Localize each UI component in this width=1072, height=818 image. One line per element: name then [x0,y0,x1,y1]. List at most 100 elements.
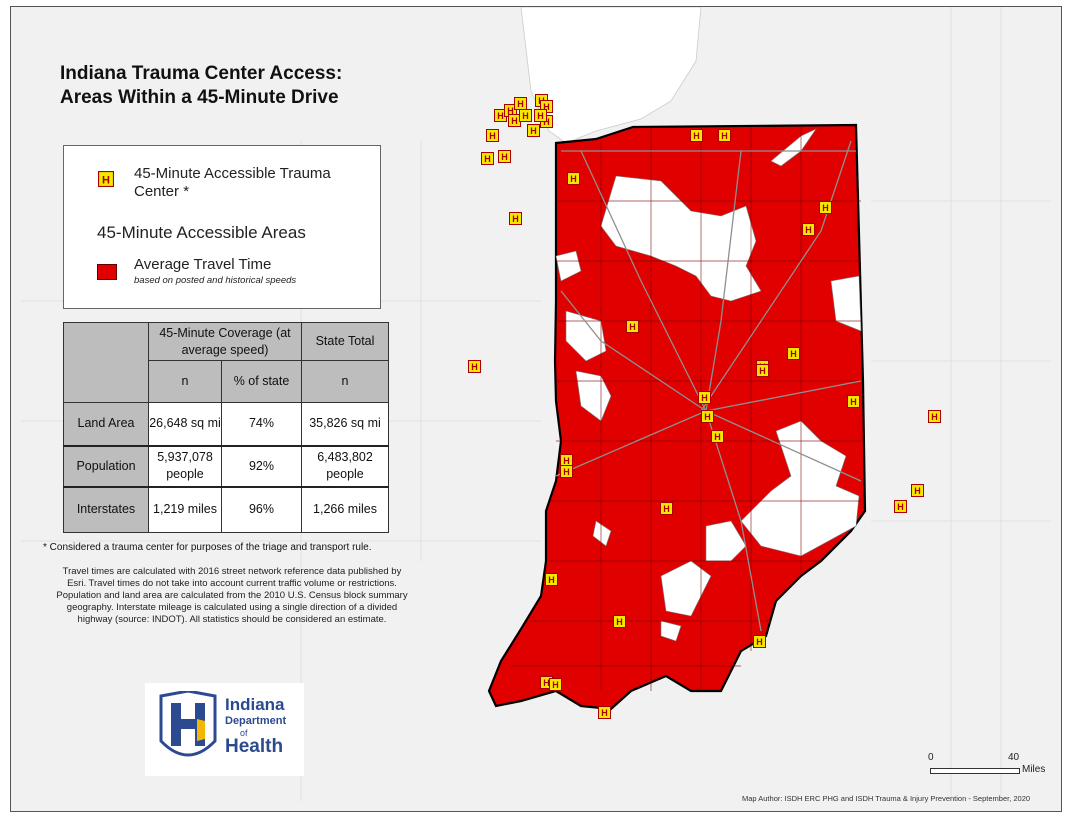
trauma-center-icon: H [718,129,731,142]
svg-text:H: H [507,106,514,116]
row-n: 26,648 sq mi [148,402,222,447]
svg-text:H: H [489,131,496,141]
svg-text:H: H [471,362,478,372]
trauma-center-icon: H [698,391,711,404]
svg-text:H: H [601,708,608,718]
svg-text:H: H [552,680,559,690]
trauma-center-icon: H [613,615,626,628]
col-coverage: 45-Minute Coverage (at average speed) [148,322,302,361]
trauma-center-icon: H [894,500,907,513]
row-pct: 74% [221,402,302,447]
trauma-center-icon: H [819,201,832,214]
indiana-map [21,7,1051,801]
row-n: 1,219 miles [148,486,222,533]
svg-text:H: H [721,131,728,141]
logo-line-4: Health [225,736,284,757]
legend-areas-label: 45-Minute Accessible Areas [97,223,306,242]
logo-line-1: Indiana [225,695,285,714]
trauma-center-icon: H [519,109,532,122]
row-total: 1,266 miles [301,486,389,533]
svg-text:H: H [102,175,110,187]
svg-text:H: H [511,116,518,126]
scale-zero: 0 [928,752,934,763]
svg-text:H: H [914,486,921,496]
svg-text:H: H [543,102,550,112]
row-label: Population [63,445,149,488]
trauma-center-icon: H [534,109,547,122]
non-accessible-areas [555,128,862,642]
methods-note: Travel times are calculated with 2016 st… [56,566,408,625]
svg-text:H: H [570,174,577,184]
isdh-shield-icon [159,691,217,757]
table-row: Interstates 1,219 miles 96% 1,266 miles [63,486,389,533]
trauma-center-icon: H [660,502,673,515]
svg-text:H: H [759,366,766,376]
trauma-center-icon: H [549,678,562,691]
trauma-center-icon: H [802,223,815,236]
legend-travel-note: based on posted and historical speeds [134,275,297,286]
footnote: * Considered a trauma center for purpose… [43,542,372,553]
svg-text:H: H [548,575,555,585]
row-total: 35,826 sq mi [301,402,389,447]
svg-text:H: H [629,322,636,332]
hospital-icon: H [98,171,114,187]
title-line-2: Areas Within a 45-Minute Drive [60,87,339,108]
svg-text:H: H [543,117,550,127]
trauma-center-icon: H [753,635,766,648]
svg-text:H: H [663,504,670,514]
logo-line-3: of [240,728,248,738]
trauma-center-icon: H [468,360,481,373]
trauma-center-icon: H [486,129,499,142]
scale-unit: Miles [1022,764,1046,775]
trauma-center-icon: H [701,410,714,423]
svg-text:H: H [756,637,763,647]
table-corner [63,322,149,403]
row-label: Land Area [63,402,149,447]
coverage-table: 45-Minute Coverage (at average speed) St… [63,322,389,533]
svg-text:H: H [897,502,904,512]
trauma-center-icon: H [626,320,639,333]
svg-text:H: H [563,456,570,466]
table-row: Population 5,937,078 people 92% 6,483,80… [63,445,389,488]
scale-forty: 40 [1008,752,1020,763]
svg-text:H: H [543,678,550,688]
trauma-center-icon: H [504,104,517,117]
svg-text:H: H [616,617,623,627]
legend-trauma-label: 45-Minute Accessible Trauma Center * [134,165,331,200]
row-n: 5,937,078 people [148,445,222,488]
sub-n2: n [301,360,389,403]
county-lines [511,127,861,691]
trauma-center-icon: H [598,706,611,719]
svg-text:H: H [704,412,711,422]
svg-text:H: H [484,154,491,164]
trauma-center-icon: H [560,465,573,478]
svg-text:H: H [563,467,570,477]
sub-n: n [148,360,222,403]
trauma-center-icon: H [911,484,924,497]
trauma-center-icon: H [514,97,527,110]
table-row: Land Area 26,648 sq mi 74% 35,826 sq mi [63,402,389,447]
svg-text:H: H [693,131,700,141]
svg-text:H: H [714,432,721,442]
svg-text:H: H [850,397,857,407]
trauma-center-icon: H [498,150,511,163]
svg-text:H: H [501,152,508,162]
map-frame [10,6,1062,812]
map-credit: Map Author: ISDH ERC PHG and ISDH Trauma… [742,794,1031,803]
svg-text:H: H [805,225,812,235]
logo-line-2: Department [225,715,287,727]
trauma-center-icon: H [527,124,540,137]
svg-text:H: H [790,349,797,359]
trauma-center-icon: H [690,129,703,142]
title-line-1: Indiana Trauma Center Access: [60,63,343,84]
legend-travel-label: Average Travel Time [134,256,272,273]
col-state: State Total [301,322,389,361]
trauma-center-icon: H [787,347,800,360]
isdh-logo: Indiana Department of Health [145,683,304,776]
legend: H 45-Minute Accessible Trauma Center * 4… [63,145,381,309]
row-total: 6,483,802 people [301,445,389,488]
svg-text:H: H [522,111,529,121]
svg-text:H: H [497,111,504,121]
row-pct: 92% [221,445,302,488]
trauma-center-icon: H [928,410,941,423]
